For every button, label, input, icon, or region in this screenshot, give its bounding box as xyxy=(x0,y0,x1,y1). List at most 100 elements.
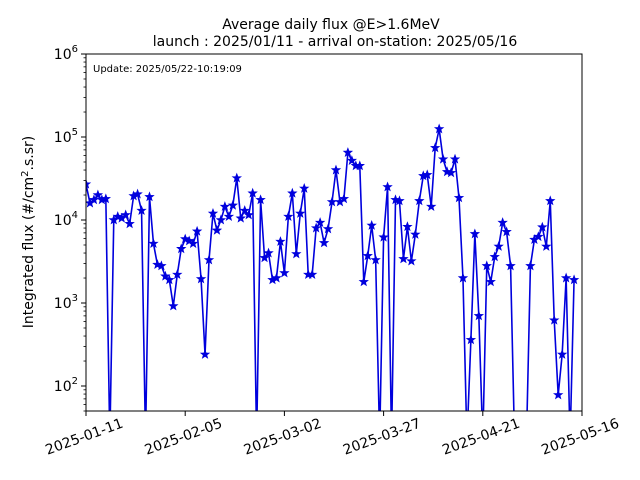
data-point-star xyxy=(318,237,330,248)
plot-area xyxy=(86,123,580,411)
data-point-star xyxy=(243,209,254,220)
data-point-star xyxy=(489,251,500,262)
y-tick-label: 104 xyxy=(54,210,78,229)
data-point-star xyxy=(426,201,437,212)
data-point-star xyxy=(299,182,310,193)
data-point-star xyxy=(457,272,469,283)
data-point-star xyxy=(545,195,556,206)
data-point-star xyxy=(366,219,377,230)
data-point-star xyxy=(255,194,266,205)
data-point-star xyxy=(338,193,350,204)
x-tick-label: 2025-04-21 xyxy=(440,416,522,459)
x-tick-label: 2025-03-02 xyxy=(242,416,324,459)
data-point-star xyxy=(465,334,477,345)
data-point-star xyxy=(445,167,457,178)
data-point-star xyxy=(533,231,544,242)
data-point-star xyxy=(306,269,318,280)
data-point-star xyxy=(473,310,485,321)
data-point-star xyxy=(211,224,223,235)
data-point-star xyxy=(505,260,516,271)
data-point-star xyxy=(239,205,250,215)
data-point-star xyxy=(525,260,536,271)
data-point-star xyxy=(168,300,179,311)
data-point-star xyxy=(144,191,155,202)
data-point-star xyxy=(100,193,112,204)
data-point-star xyxy=(378,231,389,242)
data-point-star xyxy=(191,225,203,236)
data-point-star xyxy=(263,247,274,258)
data-point-star xyxy=(132,188,143,199)
data-point-star xyxy=(553,389,564,400)
x-axis: 2025-01-11 2025-02-05 2025-03-02 2025-03-27… xyxy=(43,411,621,459)
data-point-star xyxy=(283,211,294,221)
data-point-star xyxy=(235,212,246,223)
data-point-star xyxy=(394,195,405,206)
data-point-star xyxy=(501,226,512,237)
data-point-star xyxy=(354,160,365,171)
data-point-star xyxy=(402,221,413,232)
y-axis: 102 103 104 105 106 xyxy=(54,44,86,412)
y-tick-label: 102 xyxy=(54,376,78,395)
data-point-star xyxy=(195,273,207,284)
data-point-star xyxy=(176,243,187,254)
data-point-star xyxy=(556,348,568,359)
data-point-star xyxy=(275,236,286,246)
series-line xyxy=(86,128,575,411)
data-point-star xyxy=(362,250,373,261)
data-point-star xyxy=(481,260,492,271)
data-point-star xyxy=(541,241,552,251)
data-point-star xyxy=(219,201,231,212)
x-tick-label: 2025-02-05 xyxy=(143,416,225,459)
data-point-star xyxy=(148,238,159,248)
chart-title-line1: Average daily flux @E>1.6MeV xyxy=(222,17,440,33)
data-point-star xyxy=(156,260,167,271)
data-point-star xyxy=(342,147,354,157)
data-point-star xyxy=(537,221,548,232)
data-point-star xyxy=(314,217,326,228)
data-point-star xyxy=(382,181,393,192)
chart-title-line2: launch : 2025/01/11 - arrival on-station… xyxy=(153,34,518,50)
data-point-star xyxy=(187,238,199,248)
data-point-star xyxy=(560,272,572,283)
data-point-star xyxy=(497,217,508,228)
data-point-star xyxy=(568,274,580,285)
data-point-star xyxy=(429,142,441,153)
data-point-star xyxy=(406,255,417,266)
data-point-star xyxy=(199,348,211,359)
data-point-star xyxy=(164,274,175,285)
series-group xyxy=(86,123,580,411)
data-point-star xyxy=(86,178,92,189)
data-point-star xyxy=(493,241,504,251)
data-point-star xyxy=(449,153,461,164)
data-point-star xyxy=(215,214,227,225)
data-point-star xyxy=(437,153,449,164)
data-point-star xyxy=(223,211,235,221)
y-tick-label: 103 xyxy=(54,293,78,312)
update-annotation: Update: 2025/05/22-10:19:09 xyxy=(93,64,242,75)
data-point-star xyxy=(227,199,239,210)
data-point-star xyxy=(172,269,183,280)
data-point-star xyxy=(414,195,425,206)
data-point-star xyxy=(330,164,342,175)
data-point-star xyxy=(485,276,496,287)
data-point-star xyxy=(207,207,219,218)
y-tick-label: 106 xyxy=(54,44,78,63)
data-point-star xyxy=(422,169,433,180)
data-point-star xyxy=(120,209,131,220)
data-point-star xyxy=(291,248,302,259)
data-point-star xyxy=(358,276,369,287)
y-tick-label: 105 xyxy=(54,127,78,146)
data-point-star xyxy=(136,205,147,215)
data-point-star xyxy=(549,314,560,325)
x-tick-label: 2025-01-11 xyxy=(43,416,125,459)
data-point-star xyxy=(92,189,104,200)
data-point-star xyxy=(433,123,445,134)
data-point-star xyxy=(203,254,215,265)
data-point-star xyxy=(410,228,421,239)
data-point-star xyxy=(279,267,290,278)
data-point-star xyxy=(124,218,135,229)
data-point-star xyxy=(287,187,298,198)
data-point-star xyxy=(259,252,270,263)
data-point-star xyxy=(247,187,258,198)
